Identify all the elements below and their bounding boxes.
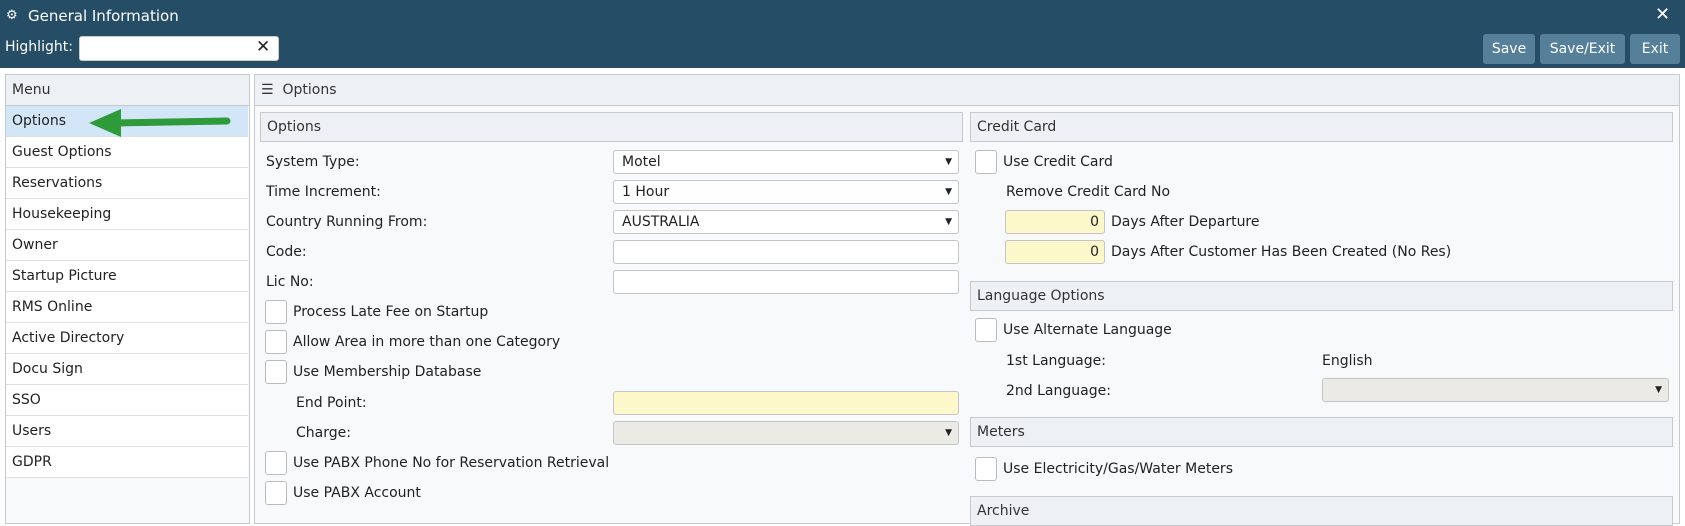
meters-section-header: Meters (970, 417, 1673, 447)
end-point-label: End Point: (296, 395, 367, 411)
highlight-input[interactable] (79, 36, 279, 61)
days-after-departure-label: Days After Departure (1111, 214, 1260, 230)
pabx-account-label: Use PABX Account (293, 485, 421, 501)
system-type-select[interactable]: Motel ▼ (613, 150, 959, 174)
pabx-account-checkbox[interactable] (265, 481, 287, 505)
dropdown-caret-icon: ▼ (945, 428, 952, 438)
pabx-phone-checkbox[interactable] (265, 451, 287, 475)
first-language-label: 1st Language: (1006, 353, 1106, 369)
use-alternate-language-checkbox[interactable] (975, 318, 997, 342)
language-section-header: Language Options (970, 281, 1673, 311)
system-type-value: Motel (622, 154, 661, 170)
menu-item-users[interactable]: Users (6, 416, 248, 447)
menu-item-guest-options[interactable]: Guest Options (6, 137, 248, 168)
menu-item-reservations[interactable]: Reservations (6, 168, 248, 199)
membership-checkbox[interactable] (265, 360, 287, 384)
menu-item-gdpr[interactable]: GDPR (6, 447, 248, 478)
country-select[interactable]: AUSTRALIA ▼ (613, 210, 959, 234)
pabx-phone-label: Use PABX Phone No for Reservation Retrie… (293, 455, 610, 471)
time-increment-select[interactable]: 1 Hour ▼ (613, 180, 959, 204)
main-header: ☰ Options (255, 75, 1679, 106)
menu-item-startup-picture[interactable]: Startup Picture (6, 261, 248, 292)
use-credit-card-checkbox[interactable] (975, 150, 997, 174)
use-credit-card-label: Use Credit Card (1003, 154, 1113, 170)
system-type-label: System Type: (266, 154, 360, 170)
country-value: AUSTRALIA (622, 214, 700, 230)
late-fee-checkbox[interactable] (265, 300, 287, 324)
country-label: Country Running From: (266, 214, 428, 230)
membership-label: Use Membership Database (293, 364, 482, 380)
allow-area-checkbox[interactable] (265, 330, 287, 354)
main-title: Options (282, 82, 337, 98)
title-bar: ⚙ General Information ✕ Highlight: ✕ Sav… (0, 0, 1685, 68)
second-language-select[interactable]: ▼ (1322, 378, 1669, 402)
hamburger-icon[interactable]: ☰ (261, 82, 274, 98)
gears-icon: ⚙ (6, 8, 18, 23)
days-after-departure-input[interactable]: 0 (1005, 210, 1105, 234)
close-icon[interactable]: ✕ (1655, 4, 1671, 25)
charge-select[interactable]: ▼ (613, 421, 959, 445)
menu-item-rms-online[interactable]: RMS Online (6, 292, 248, 323)
menu-title: Menu (6, 75, 249, 106)
menu-item-docu-sign[interactable]: Docu Sign (6, 354, 248, 385)
menu-item-active-directory[interactable]: Active Directory (6, 323, 248, 354)
menu-item-housekeeping[interactable]: Housekeeping (6, 199, 248, 230)
end-point-input[interactable] (613, 391, 959, 415)
dropdown-caret-icon: ▼ (945, 217, 952, 227)
options-section-header: Options (260, 112, 963, 142)
clear-highlight-icon[interactable]: ✕ (256, 37, 271, 57)
time-increment-label: Time Increment: (266, 184, 381, 200)
menu-item-sso[interactable]: SSO (6, 385, 248, 416)
remove-credit-card-label: Remove Credit Card No (1006, 184, 1171, 200)
dropdown-caret-icon: ▼ (945, 157, 952, 167)
green-arrow-annotation (89, 109, 231, 137)
exit-button[interactable]: Exit (1630, 34, 1680, 64)
code-input[interactable] (613, 240, 959, 264)
charge-label: Charge: (296, 425, 351, 441)
second-language-label: 2nd Language: (1006, 383, 1111, 399)
credit-card-section-header: Credit Card (970, 112, 1673, 142)
save-button[interactable]: Save (1483, 34, 1535, 64)
lic-label: Lic No: (266, 274, 314, 290)
days-after-created-input[interactable]: 0 (1005, 240, 1105, 264)
lic-input[interactable] (613, 270, 959, 294)
time-increment-value: 1 Hour (622, 184, 670, 200)
allow-area-label: Allow Area in more than one Category (293, 334, 561, 350)
code-label: Code: (266, 244, 307, 260)
use-alternate-language-label: Use Alternate Language (1003, 322, 1172, 338)
late-fee-label: Process Late Fee on Startup (293, 304, 489, 320)
use-meters-label: Use Electricity/Gas/Water Meters (1003, 461, 1233, 477)
window-title: General Information (28, 7, 179, 25)
days-after-created-label: Days After Customer Has Been Created (No… (1111, 244, 1452, 260)
archive-section-header: Archive (970, 496, 1673, 526)
dropdown-caret-icon: ▼ (1655, 385, 1662, 395)
save-exit-button[interactable]: Save/Exit (1540, 34, 1625, 64)
menu-item-owner[interactable]: Owner (6, 230, 248, 261)
use-meters-checkbox[interactable] (975, 457, 997, 481)
first-language-value: English (1322, 353, 1373, 369)
highlight-label: Highlight: (5, 39, 73, 55)
dropdown-caret-icon: ▼ (945, 187, 952, 197)
